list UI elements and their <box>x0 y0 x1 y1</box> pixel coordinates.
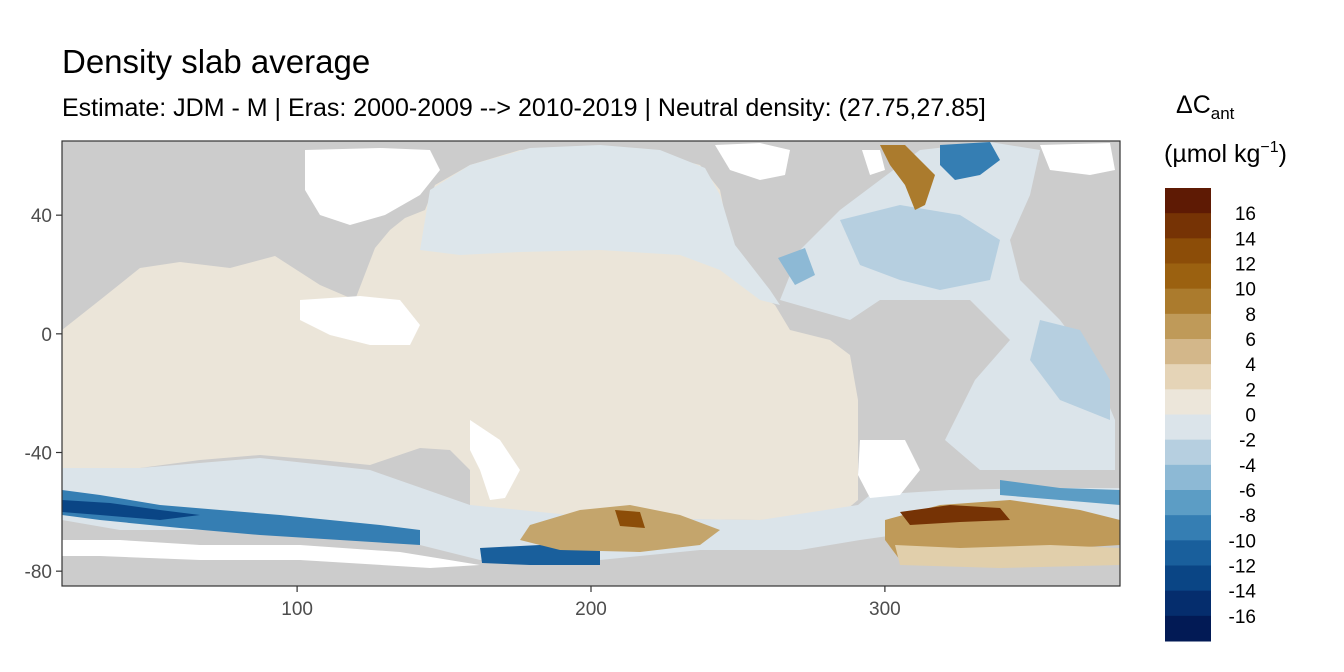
legend-label: -6 <box>1239 481 1256 502</box>
nodata-layer <box>62 143 1115 568</box>
legend-swatch <box>1165 288 1211 315</box>
legend-colorbar <box>1165 188 1211 642</box>
nodata-west-pacific-south <box>470 420 520 500</box>
nodata-indonesia <box>300 296 420 345</box>
nodata-east-pacific <box>715 143 790 180</box>
legend-label: -4 <box>1239 456 1256 477</box>
y-tick-label: 0 <box>41 325 52 346</box>
legend-swatch <box>1165 414 1211 441</box>
legend-label: 6 <box>1245 330 1256 351</box>
ocean-nordic-brown <box>880 145 935 210</box>
nodata-hudson <box>862 150 885 175</box>
legend-swatch <box>1165 313 1211 340</box>
legend-label: -8 <box>1239 506 1256 527</box>
legend-label: 0 <box>1245 406 1256 427</box>
legend-label: 10 <box>1235 280 1256 301</box>
y-tick-label: -80 <box>25 562 52 583</box>
legend-label: 2 <box>1245 380 1256 401</box>
legend-swatch <box>1165 490 1211 516</box>
legend-unit-close: ) <box>1279 140 1287 168</box>
ocean-southern-blue-atlantic <box>1000 480 1120 505</box>
ocean-south-atlantic-blue <box>1030 320 1110 420</box>
ocean-southern-darkbrown-pacific <box>615 510 645 528</box>
legend-label: -2 <box>1239 431 1256 452</box>
x-tick-label: 100 <box>281 599 313 620</box>
legend-labels: 16 14 12 10 8 6 4 2 0 -2 -4 -6 -8 -10 -12 -14 -16 <box>1229 204 1257 628</box>
ocean-north-pacific <box>420 145 780 305</box>
ocean-gulf <box>778 248 815 285</box>
legend-swatch <box>1165 615 1211 642</box>
ocean-nordic-blue <box>940 142 1000 180</box>
legend-swatch <box>1165 339 1211 365</box>
legend-title-sub: ant <box>1211 104 1235 123</box>
legend-swatch <box>1165 464 1211 491</box>
legend-swatch <box>1165 188 1211 214</box>
y-tick-label: -40 <box>25 444 52 465</box>
nodata-argentina <box>858 440 920 498</box>
legend-swatch <box>1165 389 1211 415</box>
legend-swatch <box>1165 263 1211 290</box>
legend-label: 8 <box>1245 305 1256 326</box>
nodata-antarctic-edge <box>62 540 480 568</box>
x-tick-label: 300 <box>869 599 901 620</box>
legend-swatch <box>1165 565 1211 592</box>
legend-label: 14 <box>1235 229 1257 250</box>
legend-unit-sup: −1 <box>1260 139 1278 156</box>
ocean-southern-blue-west <box>62 490 420 545</box>
x-tick-label: 200 <box>575 599 607 620</box>
ocean-southern-band <box>62 458 1120 560</box>
legend-title: ΔCant <box>1176 91 1235 123</box>
ocean-southern-lightbrown-atlantic <box>895 545 1120 568</box>
plot-area <box>61 140 1121 587</box>
ocean-layer <box>62 142 1120 568</box>
legend-label: 12 <box>1235 255 1256 276</box>
legend-label: 4 <box>1245 355 1256 376</box>
legend-swatch <box>1165 238 1211 264</box>
ocean-southern-darkblue-west <box>62 500 200 520</box>
ocean-southern-brown-pacific <box>520 505 720 552</box>
legend-label: -12 <box>1229 557 1256 578</box>
legend-unit: (µmol kg−1) <box>1164 139 1287 168</box>
ocean-atlantic-blue <box>840 205 1000 290</box>
legend-label: -14 <box>1229 582 1257 603</box>
legend: ΔCant (µmol kg−1) 16 14 12 10 8 6 4 2 0 -2 -4 -6 -8 -… <box>1164 91 1287 642</box>
nodata-north-pacific <box>305 148 440 225</box>
chart-subtitle: Estimate: JDM - M | Eras: 2000-2009 --> … <box>62 94 986 122</box>
legend-swatch <box>1165 213 1211 239</box>
legend-unit-open: (µmol kg <box>1164 140 1260 168</box>
legend-label: -10 <box>1229 531 1256 552</box>
legend-label: 16 <box>1235 204 1256 225</box>
chart-title: Density slab average <box>62 43 370 80</box>
legend-swatch <box>1165 590 1211 617</box>
legend-swatch <box>1165 364 1211 390</box>
legend-label: -16 <box>1229 607 1256 628</box>
y-tick-label: 40 <box>31 206 52 227</box>
legend-swatch <box>1165 540 1211 566</box>
legend-swatch <box>1165 515 1211 541</box>
ocean-southern-darkbrown-atlantic <box>900 505 1010 525</box>
nodata-arctic <box>1040 143 1115 175</box>
legend-title-main: ΔC <box>1176 91 1211 119</box>
legend-swatch <box>1165 439 1211 466</box>
